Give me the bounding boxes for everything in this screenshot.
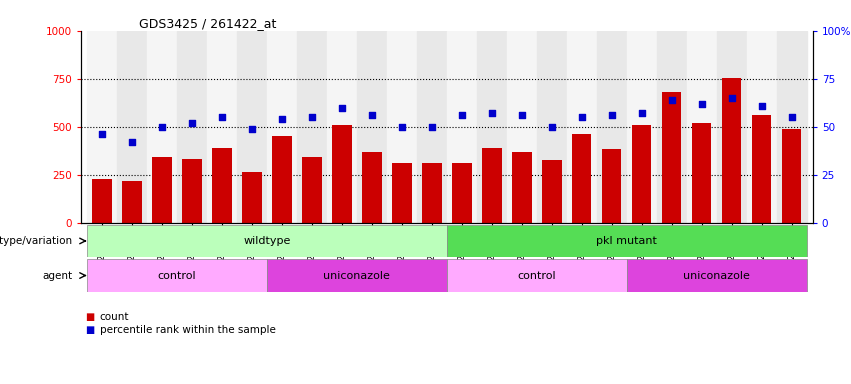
Text: uniconazole: uniconazole <box>683 270 751 281</box>
Point <box>695 101 709 107</box>
Point <box>635 110 648 116</box>
Bar <box>567 31 597 223</box>
Point <box>365 112 379 118</box>
Text: count: count <box>100 312 129 322</box>
Point <box>665 97 678 103</box>
Bar <box>387 31 417 223</box>
Point <box>395 124 408 130</box>
Bar <box>417 31 447 223</box>
Bar <box>782 129 802 223</box>
Text: wildtype: wildtype <box>243 236 290 246</box>
Text: GDS3425 / 261422_at: GDS3425 / 261422_at <box>140 17 277 30</box>
Text: control: control <box>157 270 196 281</box>
Text: control: control <box>517 270 556 281</box>
Bar <box>87 31 117 223</box>
Point <box>455 112 469 118</box>
Bar <box>152 157 172 223</box>
Text: ■: ■ <box>85 312 94 322</box>
Point <box>605 112 619 118</box>
Bar <box>422 163 442 223</box>
Bar <box>357 31 387 223</box>
Bar <box>362 152 381 223</box>
Bar <box>506 31 537 223</box>
Bar <box>302 157 322 223</box>
Bar <box>537 31 567 223</box>
Bar <box>182 159 202 223</box>
Point <box>755 103 768 109</box>
Text: agent: agent <box>43 270 72 281</box>
Text: genotype/variation: genotype/variation <box>0 236 72 246</box>
Point <box>155 124 168 130</box>
Bar <box>452 163 471 223</box>
Bar <box>447 31 477 223</box>
Bar <box>177 31 207 223</box>
Bar <box>626 259 807 292</box>
Point <box>575 114 589 120</box>
Bar <box>297 31 327 223</box>
Bar <box>602 149 621 223</box>
Bar <box>746 31 777 223</box>
Bar <box>752 115 772 223</box>
Bar <box>626 31 657 223</box>
Bar <box>477 31 506 223</box>
Point <box>275 116 288 122</box>
Bar <box>267 31 297 223</box>
Point <box>185 120 198 126</box>
Bar <box>542 161 562 223</box>
Bar <box>717 31 746 223</box>
Text: ■: ■ <box>85 325 94 335</box>
Bar <box>447 225 807 257</box>
Bar <box>512 152 532 223</box>
Bar <box>662 92 682 223</box>
Point <box>125 139 139 145</box>
Point <box>425 124 438 130</box>
Text: uniconazole: uniconazole <box>323 270 391 281</box>
Bar <box>777 31 807 223</box>
Point <box>305 114 318 120</box>
Point <box>335 104 349 111</box>
Point <box>95 131 109 137</box>
Text: pkl mutant: pkl mutant <box>597 236 657 246</box>
Point <box>545 124 558 130</box>
Bar <box>392 163 412 223</box>
Point <box>485 110 499 116</box>
Bar <box>572 134 591 223</box>
Bar <box>147 31 177 223</box>
Bar <box>92 179 111 223</box>
Bar <box>122 182 141 223</box>
Bar <box>267 259 447 292</box>
Bar <box>687 31 717 223</box>
Bar <box>632 125 652 223</box>
Bar <box>272 136 292 223</box>
Text: percentile rank within the sample: percentile rank within the sample <box>100 325 276 335</box>
Bar <box>87 259 267 292</box>
Point <box>785 114 798 120</box>
Point <box>215 114 229 120</box>
Bar <box>242 172 261 223</box>
Bar <box>117 31 147 223</box>
Bar <box>332 125 351 223</box>
Bar <box>722 78 741 223</box>
Bar <box>237 31 267 223</box>
Bar <box>657 31 687 223</box>
Bar <box>212 148 231 223</box>
Bar <box>327 31 357 223</box>
Bar <box>207 31 237 223</box>
Bar <box>482 148 501 223</box>
Bar <box>87 225 447 257</box>
Bar <box>597 31 626 223</box>
Point <box>515 112 528 118</box>
Point <box>245 126 259 132</box>
Point <box>725 95 739 101</box>
Bar <box>447 259 626 292</box>
Bar <box>692 123 711 223</box>
